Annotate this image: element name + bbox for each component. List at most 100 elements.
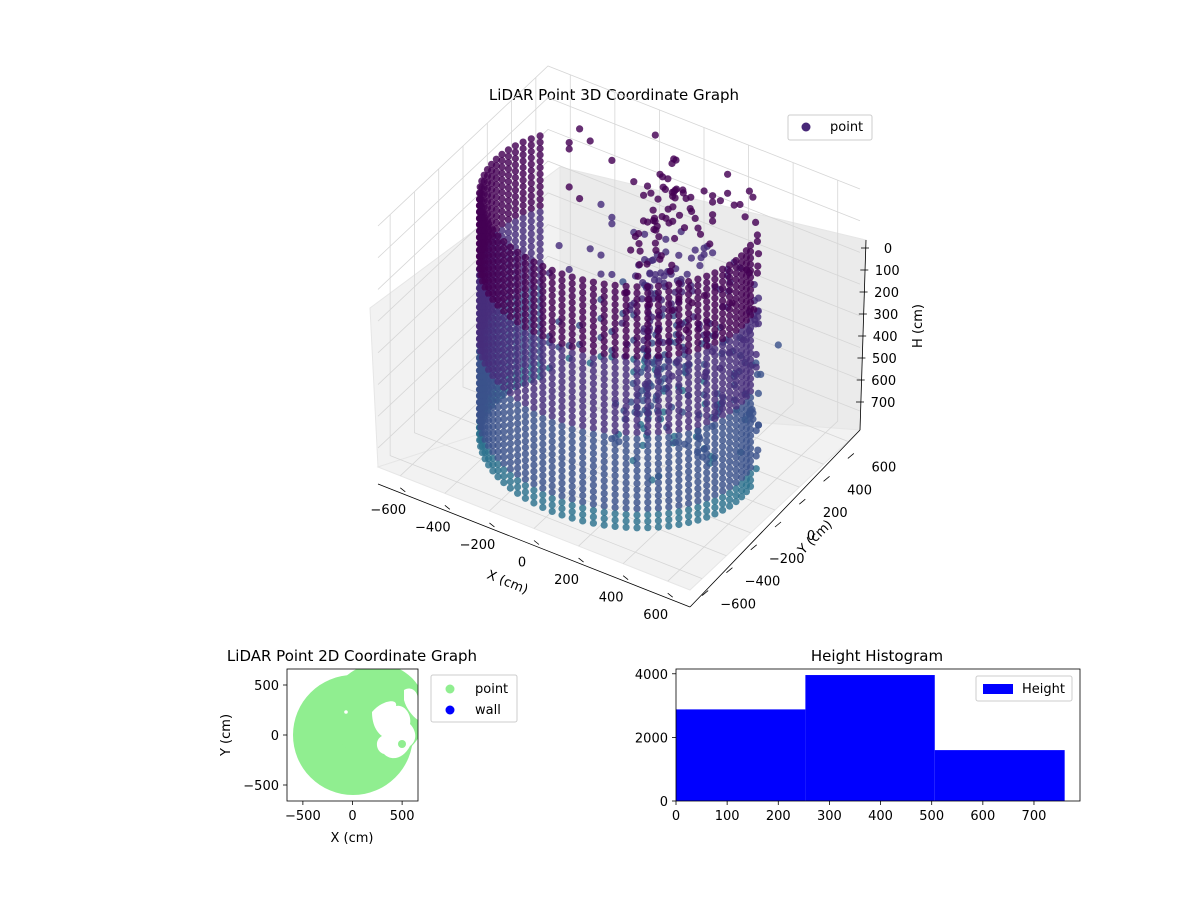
z-tick-label: 300 [873, 308, 898, 323]
lidar-point-3d [665, 320, 672, 327]
lidar-point-3d [675, 445, 682, 452]
lidar-point-3d [569, 470, 576, 477]
lidar-point-3d [558, 435, 565, 442]
lidar-point-3d [685, 386, 692, 393]
lidar-point-3d [569, 419, 576, 426]
lidar-point-3d [590, 431, 597, 438]
lidar-point-3d [590, 513, 597, 520]
lidar-point-3d [726, 439, 733, 446]
lidar-point-3d [746, 188, 753, 195]
lidar-point-3d [655, 409, 662, 416]
lidar-point-3d [579, 384, 586, 391]
lidar-point-3d [694, 428, 701, 435]
lidar-point-3d [655, 378, 662, 385]
lidar-point-3d [500, 454, 507, 461]
lidar-point-3d [549, 387, 556, 394]
lidar-point-3d [644, 359, 651, 366]
lidar-point-3d [694, 504, 701, 511]
lidar-point-3d [579, 492, 586, 499]
legend-3d: point [788, 115, 872, 140]
lidar-point-3d [507, 408, 514, 415]
lidar-point-3d [569, 508, 576, 515]
lidar-point-3d [703, 374, 710, 381]
lidar-point-3d [528, 243, 535, 250]
lidar-point-3d [655, 498, 662, 505]
lidar-point-3d [675, 286, 682, 293]
lidar-point-3d [726, 464, 733, 471]
lidar-point-3d [650, 207, 657, 214]
lidar-point-3d [549, 482, 556, 489]
lidar-point-3d [549, 292, 556, 299]
y-tick [824, 476, 830, 481]
lidar-point-3d [732, 333, 739, 340]
lidar-point-3d [500, 238, 507, 245]
lidar-point-3d [662, 236, 669, 243]
lidar-point-3d [579, 327, 586, 334]
lidar-point-3d [569, 489, 576, 496]
lidar-point-3d [539, 453, 546, 460]
lidar-point-3d [709, 249, 716, 256]
lidar-point-3d [528, 192, 535, 199]
lidar-point-3d [675, 400, 682, 407]
lidar-point-3d [675, 451, 682, 458]
lidar-point-3d [711, 396, 718, 403]
lidar-point-3d [530, 335, 537, 342]
lidar-point-3d [569, 400, 576, 407]
lidar-point-3d [500, 301, 507, 308]
lidar-point-3d [644, 366, 651, 373]
lidar-point-3d [507, 459, 514, 466]
y-tick [799, 499, 805, 504]
lidar-point-3d [644, 372, 651, 379]
lidar-point-3d [726, 483, 733, 490]
lidar-point-3d [754, 270, 761, 277]
lidar-point-3d [685, 418, 692, 425]
lidar-point-3d [569, 496, 576, 503]
lidar-point-3d [644, 473, 651, 480]
lidar-point-3d [726, 395, 733, 402]
lidar-point-3d [514, 471, 521, 478]
lidar-point-3d [685, 468, 692, 475]
lidar-point-3d [711, 504, 718, 511]
lidar-point-3d [507, 402, 514, 409]
lidar-point-3d [703, 514, 710, 521]
lidar-point-3d [505, 146, 512, 153]
lidar-point-3d [671, 235, 678, 242]
lidar-point-3d [711, 288, 718, 295]
z-tick-label: 100 [875, 264, 900, 279]
lidar-point-3d [514, 414, 521, 421]
lidar-point-3d [520, 208, 527, 215]
lidar-point-3d [601, 338, 608, 345]
lidar-point-3d [711, 466, 718, 473]
lidar-point-3d [644, 435, 651, 442]
lidar-point-3d [514, 477, 521, 484]
lidar-point-3d [507, 415, 514, 422]
lidar-point-3d [726, 388, 733, 395]
lidar-point-3d [601, 319, 608, 326]
lidar-point-3d [665, 339, 672, 346]
lidar-point-3d [539, 326, 546, 333]
lidar-point-3d [558, 391, 565, 398]
lidar-point-3d [675, 388, 682, 395]
lidar-point-3d [500, 403, 507, 410]
lidar-point-3d [512, 168, 519, 175]
lidar-point-3d [703, 469, 710, 476]
x-tick [400, 488, 405, 492]
lidar-point-3d [655, 384, 662, 391]
lidar-point-3d [732, 416, 739, 423]
lidar-point-3d [528, 218, 535, 225]
lidar-point-3d [539, 295, 546, 302]
lidar-point-3d [675, 426, 682, 433]
lidar-point-3d [665, 351, 672, 358]
lidar-point-3d [726, 287, 733, 294]
lidar-point-3d [612, 371, 619, 378]
lidar-point-3d [537, 183, 544, 190]
lidar-point-3d [530, 499, 537, 506]
lidar-point-3d [612, 485, 619, 492]
lidar-point-3d [539, 364, 546, 371]
lidar-point-3d [530, 360, 537, 367]
lidar-point-3d [514, 445, 521, 452]
lidar-point-3d [530, 468, 537, 475]
lidar-point-3d [703, 450, 710, 457]
lidar-point-3d [644, 183, 651, 190]
